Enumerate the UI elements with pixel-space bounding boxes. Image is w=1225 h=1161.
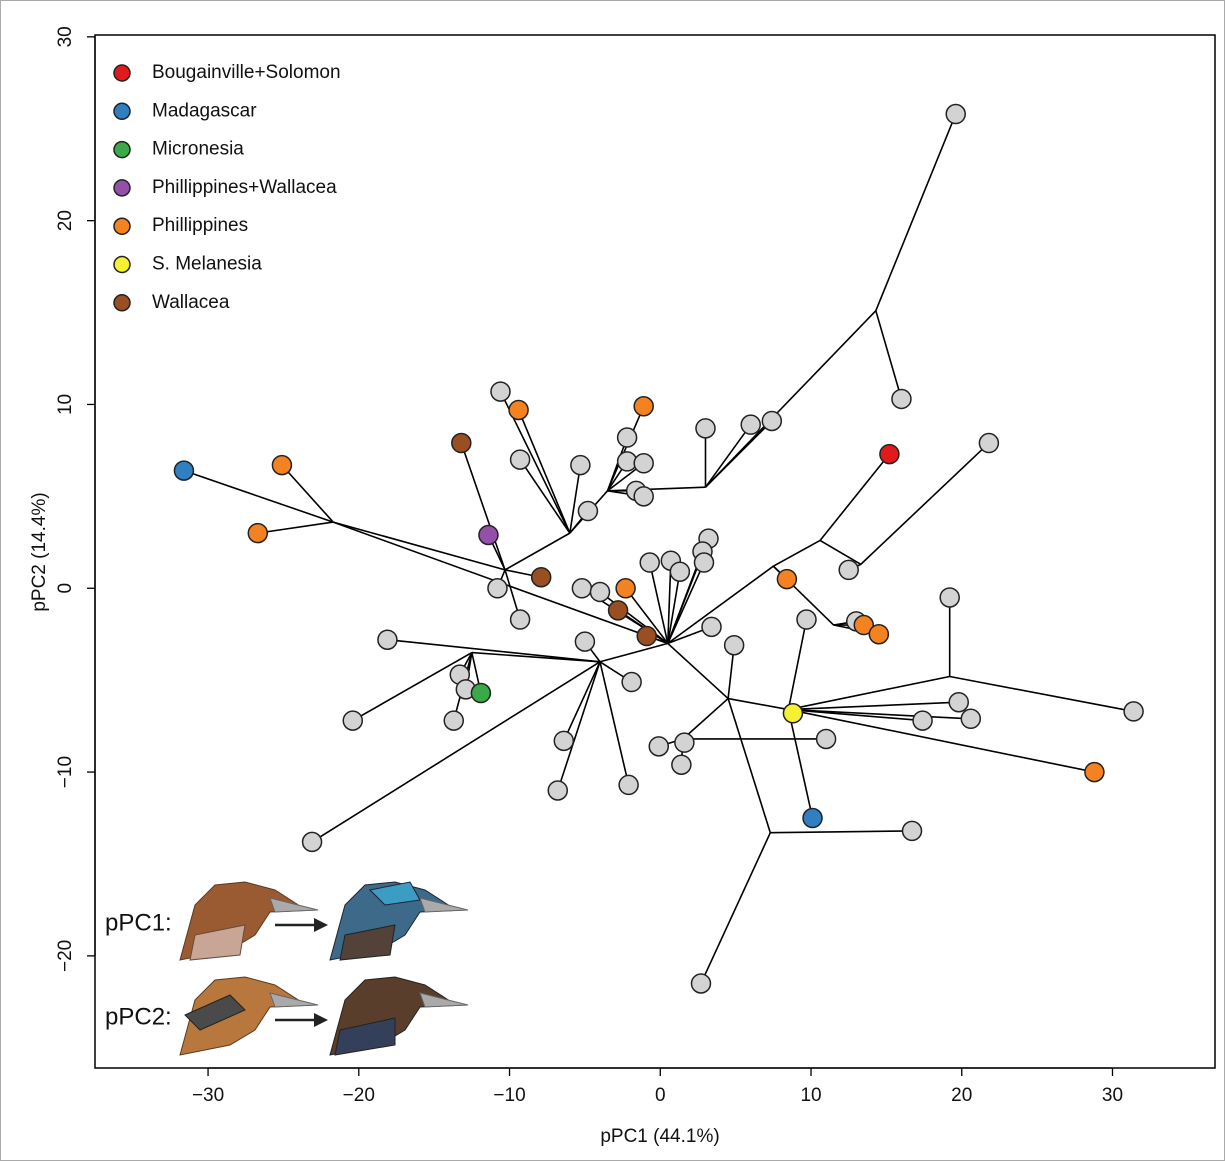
x-axis-label: pPC1 (44.1%) (600, 1126, 719, 1147)
point (672, 755, 691, 774)
legend-label: Phillippines (152, 215, 248, 236)
point (691, 974, 710, 993)
legend-label: Bougainville+Solomon (152, 62, 341, 83)
x-tick-label: 20 (951, 1085, 972, 1106)
point (817, 729, 836, 748)
point (640, 553, 659, 572)
point (675, 733, 694, 752)
point (903, 821, 922, 840)
y-tick-label: −20 (55, 940, 76, 972)
point (1124, 702, 1143, 721)
point (532, 568, 551, 587)
point (670, 562, 689, 581)
point (272, 456, 291, 475)
legend-label: Phillippines+Wallacea (152, 177, 337, 198)
legend-marker (114, 142, 130, 158)
y-tick-label: −10 (55, 756, 76, 788)
y-tick-label: 30 (55, 26, 76, 47)
point (174, 461, 193, 480)
point (479, 525, 498, 544)
point (696, 419, 715, 438)
point (609, 601, 628, 620)
legend-marker (114, 103, 130, 119)
point (946, 105, 965, 124)
point (444, 711, 463, 730)
point (578, 502, 597, 521)
x-tick-label: −20 (343, 1085, 375, 1106)
point (303, 832, 322, 851)
y-tick-label: 10 (55, 394, 76, 415)
point (509, 400, 528, 419)
x-tick-label: −10 (493, 1085, 525, 1106)
point (590, 582, 609, 601)
point (618, 428, 637, 447)
legend-marker (114, 257, 130, 273)
point (248, 524, 267, 543)
point (777, 570, 796, 589)
point (783, 704, 802, 723)
point (940, 588, 959, 607)
chart: pPC1 (44.1%) pPC2 (14.4%) pPC1: pPC2: (0, 0, 1225, 1161)
point (619, 775, 638, 794)
point (797, 610, 816, 629)
point (634, 487, 653, 506)
point (1085, 763, 1104, 782)
point (979, 434, 998, 453)
y-tick-label: 20 (55, 210, 76, 231)
point (471, 684, 490, 703)
point (511, 450, 530, 469)
point (961, 709, 980, 728)
legend-marker (114, 65, 130, 81)
point (725, 636, 744, 655)
point (616, 579, 635, 598)
point (634, 397, 653, 416)
legend-label: Wallacea (152, 292, 230, 313)
x-tick-label: 30 (1102, 1085, 1123, 1106)
point (880, 445, 899, 464)
point (491, 382, 510, 401)
legend-marker (114, 218, 130, 234)
inset-label: pPC1: (105, 909, 172, 936)
point (869, 625, 888, 644)
point (488, 579, 507, 598)
point (839, 560, 858, 579)
y-axis-label: pPC2 (14.4%) (29, 492, 50, 611)
point (343, 711, 362, 730)
point (892, 389, 911, 408)
point (694, 553, 713, 572)
point (762, 411, 781, 430)
legend-marker (114, 295, 130, 311)
legend-label: Madagascar (152, 100, 257, 121)
point (637, 627, 656, 646)
point (702, 617, 721, 636)
y-tick-label: 0 (55, 583, 76, 594)
x-tick-label: 0 (655, 1085, 666, 1106)
inset-label: pPC2: (105, 1003, 172, 1030)
point (572, 579, 591, 598)
point (949, 693, 968, 712)
legend-label: Micronesia (152, 139, 244, 160)
point (622, 673, 641, 692)
x-tick-label: −30 (192, 1085, 224, 1106)
frame (1, 1, 1225, 1161)
legend-label: S. Melanesia (152, 254, 262, 275)
point (803, 809, 822, 828)
point (634, 454, 653, 473)
point (554, 731, 573, 750)
point (649, 737, 668, 756)
point (378, 630, 397, 649)
point (452, 434, 471, 453)
x-tick-label: 10 (800, 1085, 821, 1106)
point (511, 610, 530, 629)
legend-marker (114, 180, 130, 196)
point (571, 456, 590, 475)
point (548, 781, 567, 800)
point (913, 711, 932, 730)
point (741, 415, 760, 434)
point (575, 632, 594, 651)
